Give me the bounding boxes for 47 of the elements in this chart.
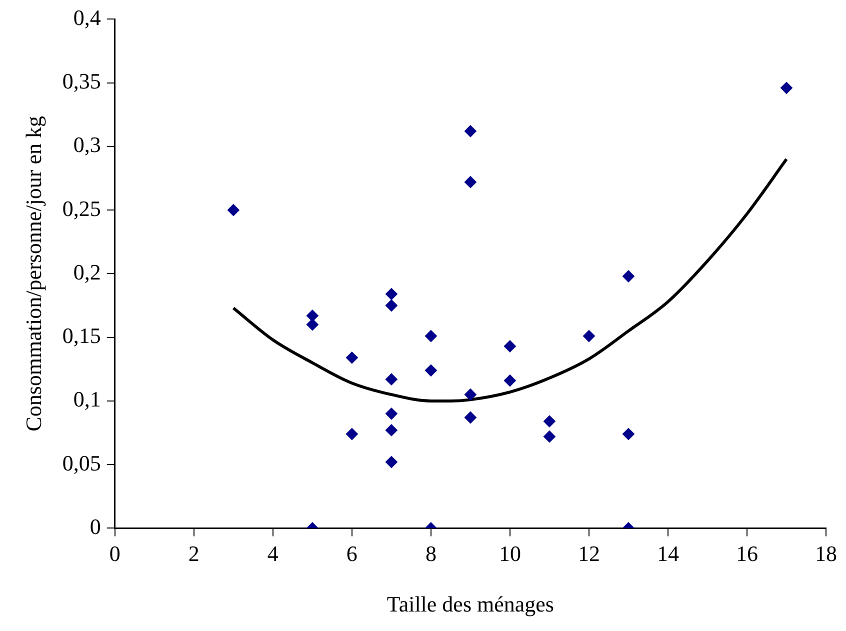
point: [385, 424, 398, 436]
y-tick-label: 0,3: [73, 132, 101, 158]
x-tick-label: 0: [109, 541, 120, 566]
y-tick-label: 0,15: [62, 323, 101, 348]
point: [346, 428, 358, 440]
x-tick-label: 10: [498, 541, 521, 566]
x-axis-title: Taille des ménages: [386, 592, 554, 617]
point: [385, 408, 398, 420]
point: [346, 352, 358, 364]
point: [780, 82, 792, 94]
point: [543, 430, 556, 443]
y-axis-title: Consommation/personne/jour en kg: [20, 116, 46, 432]
y-tick-label: 0,35: [62, 68, 101, 94]
point: [464, 388, 476, 401]
y-tick-label: 0,25: [62, 196, 101, 221]
point: [582, 330, 595, 342]
point: [385, 373, 398, 386]
x-tick-label: 2: [188, 541, 200, 566]
x-tick-label: 18: [815, 541, 837, 566]
point: [385, 300, 398, 312]
line-series: [232, 158, 788, 402]
x-tick-label: 14: [656, 541, 679, 566]
point: [464, 411, 476, 424]
point: [424, 330, 437, 342]
x-tick-label: 16: [736, 541, 758, 566]
point: [424, 364, 437, 376]
point: [464, 125, 476, 138]
y-tick-label: 0,2: [73, 259, 101, 284]
point: [622, 428, 634, 440]
point: [306, 318, 318, 331]
point: [464, 176, 476, 188]
point: [504, 340, 516, 352]
x-tick-label: 4: [267, 541, 278, 566]
point: [385, 288, 398, 300]
y-tick-label: 0,05: [62, 450, 101, 476]
x-tick-label: 12: [578, 541, 600, 566]
point: [227, 204, 240, 216]
y-tick-label: 0: [90, 514, 101, 539]
point: [385, 456, 398, 468]
point: [504, 374, 516, 387]
point: [306, 310, 318, 322]
y-tick-label: 0,4: [73, 4, 101, 30]
y-tick-label: 0,1: [73, 386, 101, 412]
x-tick-label: 8: [425, 541, 436, 566]
x-tick-label: 6: [346, 541, 358, 566]
point: [622, 270, 634, 282]
point: [543, 415, 556, 428]
